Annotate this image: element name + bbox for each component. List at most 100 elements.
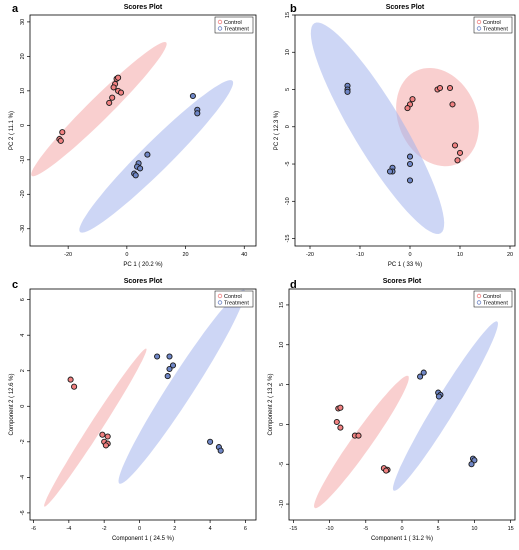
- data-point-control: [106, 99, 113, 106]
- data-point-treatment: [166, 365, 173, 373]
- y-tick-label: -4: [20, 475, 26, 480]
- data-point-control: [104, 433, 111, 440]
- legend-label-treatment: Treatment: [483, 27, 508, 33]
- y-tick-label: 5: [285, 88, 291, 91]
- data-point-control: [117, 89, 125, 96]
- y-tick-label: 5: [279, 383, 285, 386]
- panel-letter: d: [290, 279, 297, 291]
- y-tick-label: 6: [20, 298, 26, 301]
- x-axis-label: PC 1 ( 20.2 %): [123, 262, 162, 268]
- legend-box: [214, 290, 254, 308]
- data-point-treatment: [386, 168, 394, 175]
- data-point-control: [71, 383, 78, 390]
- x-tick-label: -20: [64, 252, 72, 258]
- legend-label-treatment: Treatment: [224, 301, 249, 307]
- x-tick-label: -20: [306, 252, 314, 258]
- confidence-ellipse-control: [44, 348, 147, 507]
- y-tick-label: 0: [279, 423, 285, 426]
- data-point-control: [333, 418, 340, 426]
- data-point-treatment: [169, 362, 177, 369]
- y-tick-label: 20: [20, 53, 26, 59]
- legend-label-treatment: Treatment: [483, 301, 508, 307]
- legend-marker-control: [476, 19, 482, 25]
- x-tick-label: 10: [471, 526, 477, 532]
- chart-title: Scores Plot: [124, 278, 163, 285]
- plot-area: [44, 289, 246, 507]
- panel-d: d Scores Plot -15 -10 -5 0 5 10 15 -10 -5 0 5 10 15 Com…: [268, 278, 516, 542]
- data-point-treatment: [406, 177, 414, 184]
- data-point-treatment: [471, 457, 478, 464]
- x-tick-label: 0: [138, 526, 141, 532]
- data-point-treatment: [435, 393, 442, 400]
- data-point-treatment: [406, 153, 414, 160]
- data-point-treatment: [420, 369, 427, 376]
- x-tick-label: 5: [437, 526, 440, 532]
- panel-letter: a: [12, 3, 19, 15]
- legend-label-control: Control: [483, 294, 501, 300]
- data-point-treatment: [217, 447, 224, 454]
- y-tick-label: 15: [285, 12, 291, 18]
- plot-area: [31, 42, 234, 233]
- legend-marker-control: [217, 19, 223, 25]
- legend-label-control: Control: [224, 294, 242, 300]
- chart-title: Scores Plot: [124, 4, 163, 11]
- data-point-treatment: [189, 92, 196, 100]
- data-point-control: [383, 467, 390, 474]
- data-point-control: [102, 442, 109, 449]
- data-point-control: [115, 74, 122, 81]
- data-point-control: [110, 84, 117, 91]
- y-tick-label: -5: [285, 162, 291, 167]
- y-tick-label: 15: [279, 302, 285, 308]
- data-point-control: [409, 96, 416, 103]
- legend-marker-treatment: [217, 26, 223, 31]
- plot-frame: [29, 14, 257, 247]
- x-tick-label: 15: [508, 526, 514, 532]
- data-point-control: [456, 149, 464, 156]
- data-point-control: [449, 101, 456, 108]
- plot-area: [314, 321, 498, 509]
- data-point-treatment: [164, 373, 171, 380]
- data-point-treatment: [406, 160, 414, 168]
- data-point-treatment: [207, 438, 214, 445]
- x-tick-label: 40: [241, 252, 247, 258]
- x-tick-label: -15: [289, 526, 297, 532]
- legend-label-control: Control: [483, 20, 501, 26]
- data-point-control: [59, 129, 66, 136]
- y-tick-label: 0: [20, 124, 26, 127]
- y-tick-label: -6: [20, 510, 26, 515]
- legend-box: [214, 16, 254, 34]
- y-tick-label: 2: [20, 369, 26, 372]
- y-tick-label: 10: [285, 49, 291, 55]
- data-point-control: [446, 84, 454, 92]
- x-tick-label: -10: [326, 526, 334, 532]
- y-tick-label: -10: [279, 500, 285, 508]
- confidence-ellipse-control: [31, 42, 167, 177]
- y-tick-label: 0: [285, 125, 291, 128]
- panel-letter: c: [12, 279, 18, 291]
- data-point-control: [355, 432, 362, 439]
- data-point-treatment: [194, 110, 201, 117]
- data-point-control: [454, 157, 461, 164]
- data-point-control: [109, 94, 116, 101]
- x-tick-label: 0: [400, 526, 403, 532]
- panel-c: c Scores Plot -6 -4 -2 0 2 4 6 -6 -4 -2 0 2 4 6 Componen…: [9, 278, 257, 542]
- legend-marker-treatment: [476, 300, 482, 305]
- panel-a: a Scores Plot -20 0 20 40 -30 -20 -10 0 10 20 30 PC 1…: [9, 3, 257, 268]
- data-point-control: [337, 404, 344, 411]
- legend-label-control: Control: [224, 20, 242, 26]
- x-axis-label: Component 1 ( 24.5 %): [112, 536, 174, 542]
- confidence-ellipse-treatment: [79, 80, 234, 233]
- legend-marker-control: [476, 293, 482, 299]
- x-tick-label: 0: [125, 252, 128, 258]
- chart-title: Scores Plot: [386, 4, 425, 11]
- data-point-treatment: [417, 373, 424, 380]
- x-tick-label: -5: [363, 526, 368, 532]
- x-tick-label: 6: [244, 526, 247, 532]
- x-tick-label: -4: [66, 526, 71, 532]
- confidence-ellipse-treatment: [392, 321, 498, 491]
- x-axis-label: PC 1 ( 33 %): [388, 262, 422, 268]
